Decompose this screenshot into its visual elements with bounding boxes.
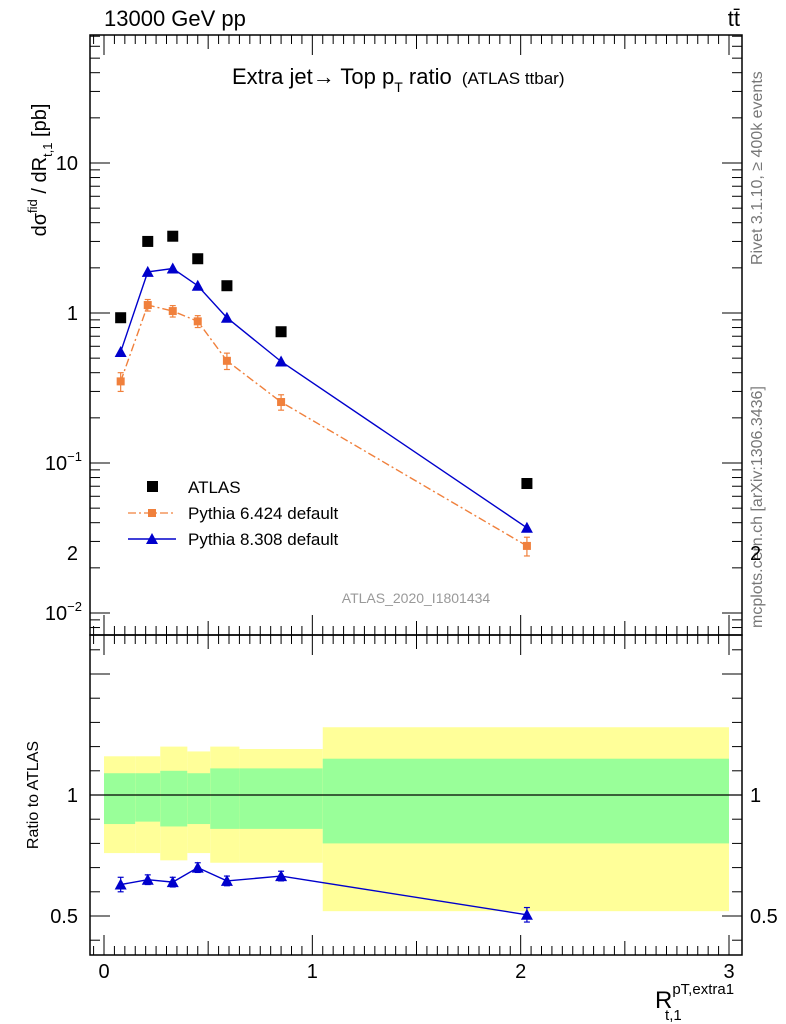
x-tick-label: 2 — [515, 961, 526, 983]
data-point — [220, 311, 233, 323]
series-1 — [116, 298, 531, 557]
ratio-tick-label: 0.5 — [750, 906, 778, 928]
data-point — [167, 230, 179, 242]
ratio-tick-label: 1 — [750, 785, 761, 807]
rivet-label: Rivet 3.1.10, ≥ 400k events — [749, 71, 766, 265]
data-point — [221, 280, 233, 292]
ratio-band-inner — [210, 768, 240, 829]
main-ylabel-text: dσfid / dRt,1 [pb] — [25, 104, 55, 237]
legend-marker-atlas — [147, 481, 158, 492]
title-main: Extra jet→ Top p — [232, 64, 394, 89]
data-point — [141, 265, 154, 277]
legend-label-py6: Pythia 6.424 default — [188, 504, 339, 523]
ratio-point — [220, 874, 233, 886]
data-point — [114, 345, 127, 357]
axes: 10 1 10−1 10−2 0.5 0.5 1 1 2 2 0 1 2 3 — [45, 35, 778, 983]
ratio-band-inner — [104, 773, 136, 825]
data-point — [192, 253, 204, 265]
legend-label-py8: Pythia 8.308 default — [188, 530, 339, 549]
ratio-band-inner — [187, 773, 211, 825]
legend-marker-py6 — [148, 509, 156, 517]
data-point — [115, 312, 127, 324]
data-point — [168, 307, 177, 316]
title-small: (ATLAS ttbar) — [462, 69, 565, 88]
mcplots-label: mcplots.cern.ch [arXiv:1306.3436] — [749, 386, 766, 628]
ratio-tick-label: 2 — [67, 543, 78, 565]
main-plot-content — [114, 230, 533, 557]
data-point — [166, 262, 179, 274]
legend-marker-py8 — [146, 533, 158, 544]
data-point — [277, 398, 286, 407]
analysis-id: ATLAS_2020_I1801434 — [342, 590, 491, 606]
x-tick-label: 3 — [723, 961, 734, 983]
title-sub: T — [394, 79, 403, 95]
ratio-ylabel: Ratio to ATLAS — [25, 741, 42, 849]
y-tick-label: 10 — [56, 153, 78, 175]
plot-title: Extra jet→ Top pT ratio (ATLAS ttbar) — [232, 64, 565, 95]
series-line — [120, 267, 528, 529]
data-point — [193, 317, 202, 326]
ratio-point — [520, 908, 533, 920]
x-tick-label: 0 — [98, 961, 109, 983]
data-point — [143, 301, 152, 310]
ratio-plot-content — [114, 861, 533, 923]
data-point — [116, 377, 125, 386]
legend: ATLAS Pythia 6.424 default Pythia 8.308 … — [128, 478, 339, 549]
series-0 — [115, 230, 533, 490]
ratio-point — [275, 870, 288, 882]
ratio-tick-label: 0.5 — [50, 906, 78, 928]
series-2 — [114, 262, 533, 533]
ratio-band-inner — [135, 773, 161, 822]
ratio-band-inner — [322, 758, 729, 844]
ratio-point — [114, 878, 127, 890]
process-label: tt̄ — [728, 6, 740, 31]
data-point — [275, 326, 287, 338]
x-tick-label: 1 — [307, 961, 318, 983]
ratio-band-inner — [239, 768, 323, 829]
data-point — [520, 521, 533, 533]
legend-label-atlas: ATLAS — [188, 478, 241, 497]
ratio-point — [141, 873, 154, 885]
x-axis-label: RpT,extra1 t,1 — [655, 981, 734, 1024]
data-point — [522, 541, 531, 550]
main-ylabel: dσfid / dRt,1 [pb] — [25, 104, 55, 237]
data-point — [191, 279, 204, 291]
data-point — [222, 356, 231, 365]
title-tail: ratio — [403, 64, 452, 89]
ratio-tick-label: 1 — [67, 785, 78, 807]
data-point — [521, 478, 533, 490]
ratio-tick-label: 2 — [750, 543, 761, 565]
ratio-bands — [104, 727, 729, 912]
energy-label: 13000 GeV pp — [104, 6, 246, 31]
ratio-point — [191, 861, 204, 873]
y-tick-label: 10−2 — [45, 599, 82, 625]
ratio-point — [166, 876, 179, 888]
y-tick-label: 1 — [67, 303, 78, 325]
data-point — [142, 235, 154, 247]
data-point — [275, 355, 288, 367]
y-tick-label: 10−1 — [45, 449, 82, 475]
ratio-band-inner — [160, 770, 188, 827]
